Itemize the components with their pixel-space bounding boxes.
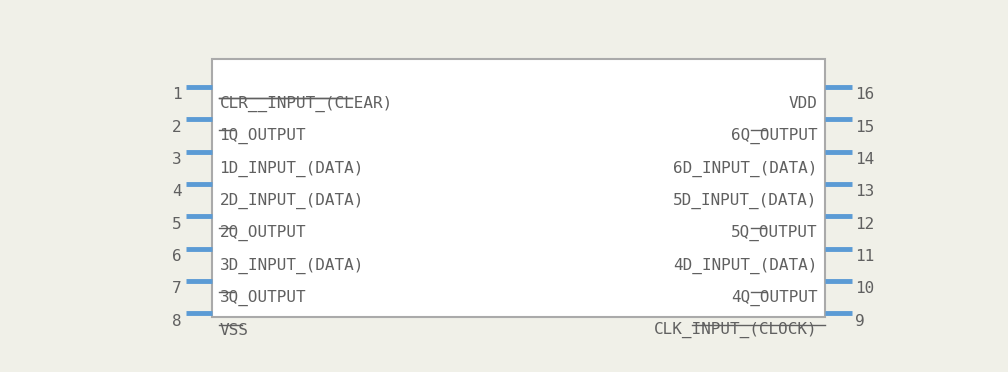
Text: 8: 8 [172,314,181,328]
Text: CLR__INPUT_(CLEAR): CLR__INPUT_(CLEAR) [220,96,393,112]
Text: 5Q_OUTPUT: 5Q_OUTPUT [731,225,817,241]
Text: 2D_INPUT_(DATA): 2D_INPUT_(DATA) [220,193,364,209]
Text: 13: 13 [856,184,875,199]
Text: 16: 16 [856,87,875,102]
Text: 3Q_OUTPUT: 3Q_OUTPUT [220,290,306,306]
Text: 5: 5 [172,217,181,231]
Text: 6D_INPUT_(DATA): 6D_INPUT_(DATA) [673,160,817,177]
Text: 5D_INPUT_(DATA): 5D_INPUT_(DATA) [673,193,817,209]
Text: 15: 15 [856,119,875,135]
Text: 12: 12 [856,217,875,231]
Text: 1Q_OUTPUT: 1Q_OUTPUT [220,128,306,144]
Text: 9: 9 [856,314,865,328]
Text: 1: 1 [172,87,181,102]
Text: 6: 6 [172,249,181,264]
Text: 14: 14 [856,152,875,167]
Text: 3D_INPUT_(DATA): 3D_INPUT_(DATA) [220,257,364,274]
Text: 4: 4 [172,184,181,199]
Text: 4Q_OUTPUT: 4Q_OUTPUT [731,290,817,306]
Text: VSS: VSS [220,323,248,338]
Bar [212,58,826,317]
Text: CLK_INPUT_(CLOCK): CLK_INPUT_(CLOCK) [654,322,817,339]
Text: VDD: VDD [789,96,817,112]
Text: 10: 10 [856,281,875,296]
Text: 2: 2 [172,119,181,135]
Text: 6Q_OUTPUT: 6Q_OUTPUT [731,128,817,144]
Text: 4D_INPUT_(DATA): 4D_INPUT_(DATA) [673,257,817,274]
Text: 1D_INPUT_(DATA): 1D_INPUT_(DATA) [220,160,364,177]
Text: 11: 11 [856,249,875,264]
Text: 2Q_OUTPUT: 2Q_OUTPUT [220,225,306,241]
Text: 7: 7 [172,281,181,296]
Text: 3: 3 [172,152,181,167]
